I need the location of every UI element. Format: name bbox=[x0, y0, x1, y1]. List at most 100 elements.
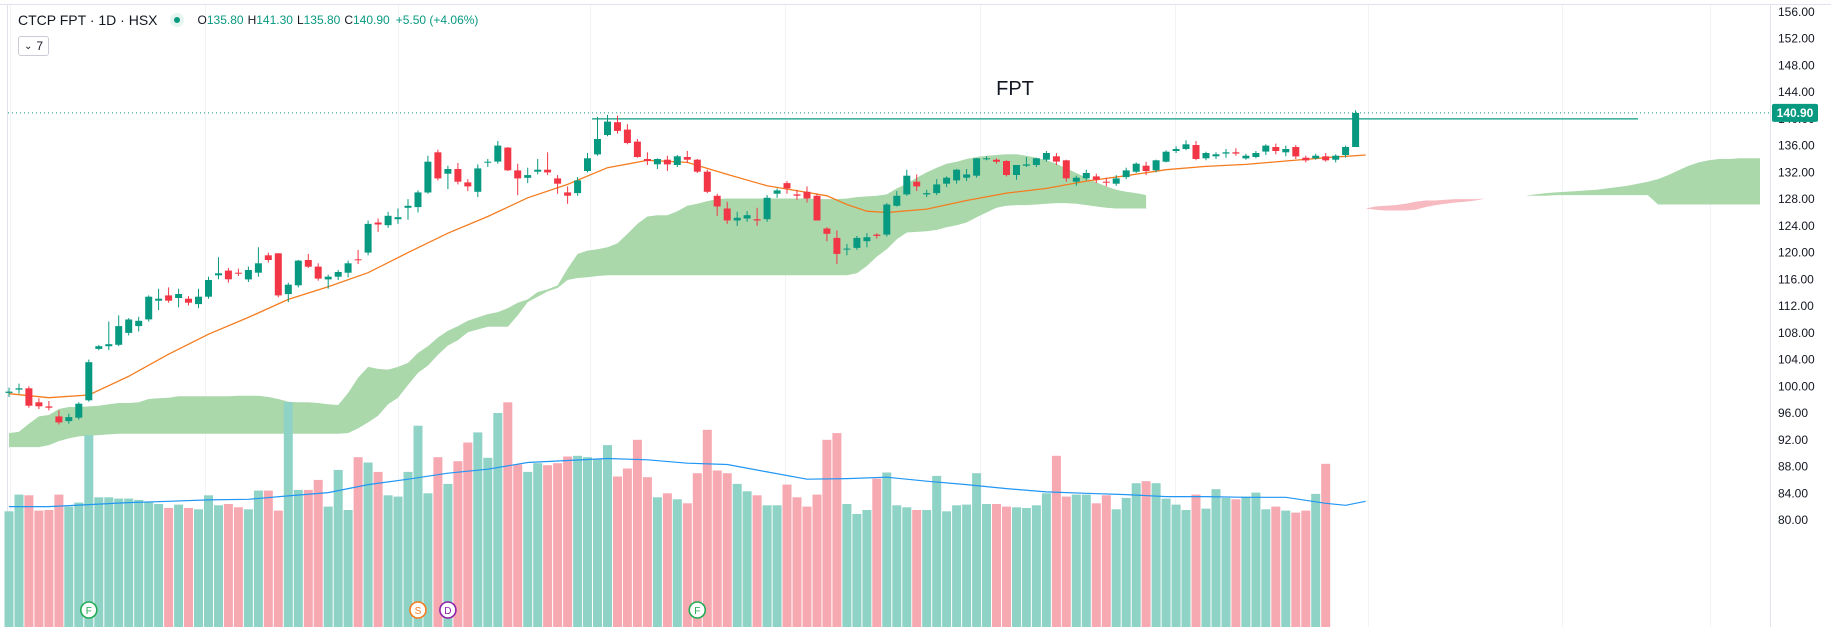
volume-bar bbox=[732, 483, 742, 627]
candle bbox=[663, 155, 671, 171]
candle bbox=[993, 158, 1000, 164]
volume-bar bbox=[1291, 512, 1301, 627]
candle-body bbox=[274, 253, 282, 296]
candle-body bbox=[1302, 157, 1310, 161]
volume-bar bbox=[104, 497, 114, 627]
candle-body bbox=[514, 170, 522, 179]
candle bbox=[444, 165, 452, 190]
last-price-tag-bg bbox=[1772, 103, 1818, 122]
candle bbox=[693, 159, 701, 173]
volume-bar bbox=[1141, 481, 1151, 627]
volume-bar bbox=[353, 457, 363, 627]
candle-body bbox=[284, 284, 292, 295]
candle bbox=[224, 268, 232, 283]
volume-bar bbox=[1301, 510, 1311, 627]
event-marker[interactable]: F bbox=[688, 601, 707, 619]
volume-bar bbox=[523, 471, 533, 627]
candle-body bbox=[105, 344, 113, 347]
candle bbox=[753, 207, 761, 226]
volume-bar bbox=[862, 510, 872, 627]
candle bbox=[95, 344, 103, 351]
candle bbox=[1342, 145, 1350, 158]
volume-bar bbox=[962, 504, 972, 627]
event-marker[interactable]: F bbox=[80, 601, 98, 619]
volume-bar bbox=[393, 496, 403, 627]
volume-bar bbox=[1041, 493, 1051, 627]
candle bbox=[953, 169, 961, 184]
candle bbox=[55, 410, 63, 425]
volume-bar bbox=[313, 479, 323, 627]
symbol-title[interactable]: CTCP FPT · 1D · HSX bbox=[18, 12, 158, 28]
volume-bar bbox=[473, 432, 483, 627]
candle-body bbox=[863, 237, 871, 242]
candle bbox=[125, 318, 133, 336]
volume-bar bbox=[1002, 506, 1011, 627]
volume-bar bbox=[134, 499, 144, 627]
volume-bar bbox=[1012, 507, 1021, 627]
candle-body bbox=[853, 237, 861, 248]
volume-bar bbox=[74, 502, 84, 627]
candle bbox=[15, 383, 23, 394]
candle-body bbox=[494, 145, 502, 162]
candle-body bbox=[155, 298, 163, 301]
volume-bar bbox=[1191, 494, 1201, 627]
volume-bar bbox=[1221, 497, 1231, 627]
candle-body bbox=[833, 237, 841, 254]
candle-body bbox=[1202, 153, 1210, 159]
volume-bar bbox=[1211, 489, 1221, 627]
event-marker-circle bbox=[439, 601, 457, 619]
volume-bar bbox=[622, 468, 632, 627]
candle bbox=[404, 199, 412, 220]
candle-body bbox=[35, 402, 43, 407]
candle-body bbox=[484, 161, 492, 163]
candle-body bbox=[1252, 153, 1260, 157]
candle bbox=[65, 413, 73, 424]
open-value: 135.80 bbox=[206, 13, 244, 27]
event-marker[interactable]: D bbox=[439, 601, 457, 619]
candle-body bbox=[1332, 155, 1340, 160]
candle-body bbox=[5, 391, 13, 393]
candle-body bbox=[65, 417, 73, 422]
volume-bar bbox=[84, 435, 94, 627]
volume-bar bbox=[992, 504, 1001, 627]
volume-bar bbox=[1101, 495, 1111, 627]
candle bbox=[1182, 140, 1190, 151]
low-value: 135.80 bbox=[303, 13, 341, 27]
volume-bar bbox=[513, 464, 523, 627]
candle bbox=[85, 359, 93, 402]
event-marker[interactable]: S bbox=[409, 601, 427, 619]
volume-bar bbox=[652, 497, 662, 627]
chevron-down-icon: ⌄ bbox=[24, 40, 33, 52]
candle bbox=[354, 249, 362, 264]
candle-body bbox=[45, 406, 53, 408]
candle-body bbox=[1282, 149, 1290, 153]
close-label: C bbox=[344, 13, 353, 27]
candle-body bbox=[334, 272, 342, 277]
volume-bar bbox=[483, 457, 493, 627]
volume-bar bbox=[403, 471, 413, 627]
candle bbox=[1232, 148, 1240, 156]
volume-bar bbox=[972, 473, 982, 627]
high-value: 141.30 bbox=[256, 13, 293, 27]
candle-body bbox=[195, 296, 202, 305]
volume-bar bbox=[782, 484, 792, 627]
volume-bar bbox=[1111, 509, 1121, 627]
candle bbox=[763, 195, 771, 222]
candle bbox=[1272, 143, 1280, 155]
candle-body bbox=[524, 175, 532, 178]
candle bbox=[1022, 157, 1030, 167]
indicators-collapse-button[interactable]: ⌄ 7 bbox=[18, 36, 50, 56]
candle bbox=[1062, 159, 1070, 182]
candle bbox=[683, 151, 691, 163]
price-tick-label: 84.00 bbox=[1778, 486, 1808, 500]
candle bbox=[633, 139, 641, 158]
candle-body bbox=[504, 147, 512, 171]
event-marker-circle bbox=[80, 601, 98, 619]
volume-bar bbox=[533, 463, 543, 627]
candle bbox=[524, 167, 532, 184]
candle-body bbox=[55, 416, 63, 423]
volume-bar bbox=[273, 510, 283, 627]
volume-bar bbox=[573, 455, 583, 627]
